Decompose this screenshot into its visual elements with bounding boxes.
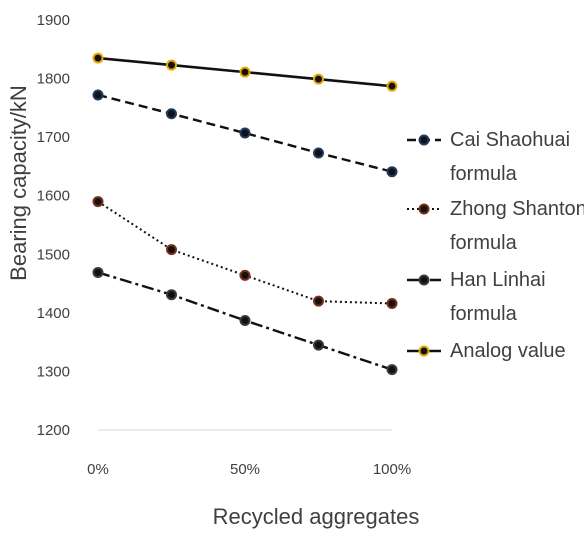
y-tick-label: 1700 [37,129,70,146]
series-4 [92,52,398,92]
y-tick-label: 1400 [37,305,70,322]
data-point [386,364,398,376]
legend-label: formula [450,163,518,185]
legend-marker [418,203,430,215]
legend: Cai Shaohuai formula Zhong Shantong formula… [407,129,584,362]
series-1 [92,89,398,178]
data-point [239,314,251,326]
series-line [97,200,393,305]
series-2 [92,196,398,309]
data-point [239,269,251,281]
y-tick-label: 1300 [37,363,70,380]
data-point [92,266,104,278]
x-tick-label: 50% [230,461,260,478]
data-point [313,147,324,159]
legend-marker [418,274,430,286]
legend-item: Han Linhai formula [407,269,546,325]
legend-label: formula [450,303,518,325]
data-point [166,289,177,301]
y-tick-label: 1500 [37,246,70,263]
y-axis-ticks: 1200 1300 1400 1500 1600 1700 1800 1900 [37,12,70,439]
data-point [239,66,251,78]
data-point [239,127,251,139]
data-point [92,196,104,208]
data-point [386,297,398,309]
data-point [313,339,324,351]
data-point [166,59,177,71]
series-line [97,93,393,173]
data-point [386,166,398,178]
y-axis-title: Bearing capacity/kN [6,85,31,281]
legend-item: Analog value [407,340,566,362]
legend-marker [418,345,430,357]
legend-label: Zhong Shantong [450,198,584,220]
x-axis-ticks: 0% 50% 100% [87,461,411,478]
y-tick-label: 1600 [37,188,70,205]
legend-item: Cai Shaohuai formula [407,129,570,185]
data-point [313,73,324,85]
y-tick-label: 1800 [37,71,70,88]
data-point [92,89,104,101]
x-tick-label: 100% [373,461,411,478]
legend-item: Zhong Shantong formula [407,198,584,254]
x-tick-label: 0% [87,461,109,478]
data-point [313,295,324,307]
legend-label: Han Linhai [450,269,546,291]
data-point [166,244,177,256]
legend-label: formula [450,232,518,254]
series-3 [92,266,398,376]
data-point [166,108,177,120]
x-axis-title: Recycled aggregates [213,504,420,529]
series-layer [92,52,398,376]
legend-label: Cai Shaohuai [450,129,570,151]
legend-label: Analog value [450,340,566,362]
legend-marker [418,134,430,146]
data-point [386,80,398,92]
data-point [92,52,104,64]
y-tick-label: 1200 [37,422,70,439]
y-tick-label: 1900 [37,12,70,29]
